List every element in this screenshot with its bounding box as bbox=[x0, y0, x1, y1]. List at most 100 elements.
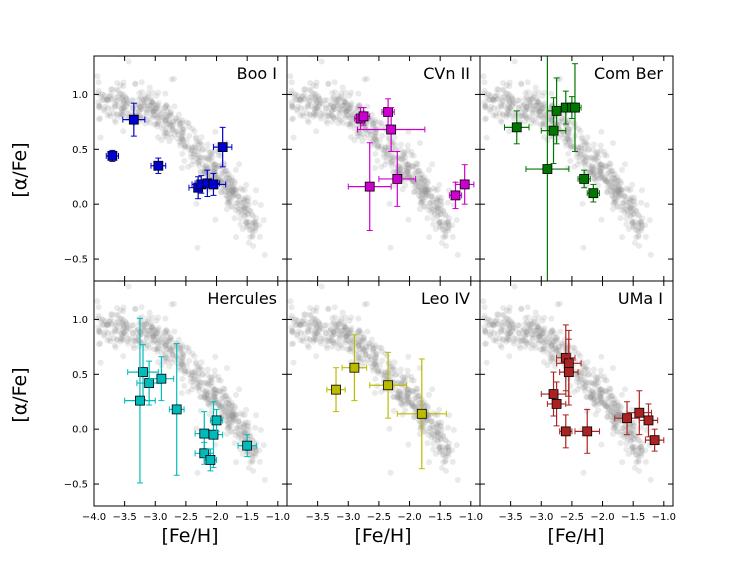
background-point bbox=[568, 143, 575, 150]
data-point bbox=[105, 149, 120, 162]
background-point bbox=[592, 411, 599, 418]
background-point bbox=[540, 340, 547, 347]
background-point bbox=[345, 338, 352, 345]
background-point bbox=[638, 449, 645, 456]
background-point bbox=[511, 110, 518, 117]
background-point bbox=[343, 99, 350, 106]
background-point bbox=[567, 144, 574, 151]
background-point bbox=[381, 150, 388, 157]
background-point bbox=[311, 320, 318, 327]
background-point bbox=[152, 105, 159, 112]
background-point bbox=[532, 344, 539, 351]
background-point bbox=[605, 393, 612, 400]
background-point bbox=[597, 166, 604, 173]
background-point bbox=[120, 308, 127, 315]
background-point bbox=[180, 350, 187, 357]
background-point bbox=[249, 233, 256, 240]
background-point bbox=[327, 326, 334, 333]
background-point bbox=[430, 440, 437, 447]
background-point bbox=[337, 107, 344, 114]
background-point bbox=[494, 320, 501, 327]
background-point bbox=[404, 163, 411, 170]
background-point bbox=[128, 97, 135, 104]
data-point bbox=[614, 401, 640, 436]
background-point bbox=[534, 337, 541, 344]
background-point bbox=[224, 179, 231, 186]
background-point bbox=[308, 226, 314, 232]
background-point bbox=[378, 143, 385, 150]
background-point bbox=[145, 327, 152, 334]
background-point bbox=[524, 96, 531, 103]
background-point bbox=[551, 342, 558, 349]
background-point bbox=[534, 322, 541, 329]
background-point bbox=[580, 363, 587, 370]
background-point bbox=[168, 359, 175, 366]
background-point bbox=[311, 96, 318, 103]
background-point bbox=[602, 178, 609, 185]
background-point bbox=[154, 101, 161, 108]
background-point bbox=[311, 321, 318, 328]
background-point bbox=[584, 394, 591, 401]
background-point bbox=[576, 375, 583, 382]
background-point bbox=[125, 58, 132, 65]
background-point bbox=[233, 428, 240, 435]
background-point bbox=[508, 318, 515, 325]
background-point bbox=[550, 338, 557, 345]
background-point bbox=[438, 201, 445, 208]
background-point bbox=[422, 402, 429, 409]
background-point bbox=[625, 226, 632, 233]
background-point bbox=[204, 141, 211, 148]
background-point bbox=[521, 107, 528, 114]
background-point bbox=[112, 328, 119, 335]
background-point bbox=[588, 379, 595, 386]
background-point bbox=[611, 199, 618, 206]
background-point bbox=[131, 345, 138, 352]
background-point bbox=[483, 134, 490, 141]
background-point bbox=[414, 161, 421, 168]
background-point bbox=[224, 193, 231, 200]
background-point bbox=[192, 134, 199, 141]
background-point bbox=[178, 165, 185, 172]
background-point bbox=[627, 198, 634, 205]
background-point bbox=[256, 233, 263, 240]
background-point bbox=[348, 334, 355, 341]
background-point bbox=[316, 97, 323, 104]
background-point bbox=[240, 195, 247, 202]
background-point bbox=[409, 403, 416, 410]
background-point bbox=[487, 108, 494, 115]
background-point bbox=[195, 162, 202, 169]
background-point bbox=[397, 156, 404, 163]
background-point bbox=[596, 386, 603, 393]
background-point bbox=[162, 329, 169, 336]
background-point bbox=[575, 372, 582, 379]
background-point bbox=[590, 396, 597, 403]
background-point bbox=[312, 336, 319, 343]
background-point bbox=[642, 233, 649, 240]
background-point bbox=[494, 330, 501, 337]
background-point bbox=[593, 392, 600, 399]
background-point bbox=[433, 424, 440, 431]
background-point bbox=[595, 182, 602, 189]
background-point bbox=[107, 338, 114, 345]
background-point bbox=[535, 99, 542, 106]
background-point bbox=[347, 348, 354, 355]
background-point bbox=[257, 426, 264, 433]
background-point bbox=[618, 166, 625, 173]
background-point bbox=[312, 111, 319, 118]
background-point bbox=[249, 457, 256, 464]
background-point bbox=[237, 215, 244, 222]
background-point bbox=[500, 337, 507, 344]
background-point bbox=[178, 140, 185, 147]
background-point bbox=[428, 434, 435, 441]
background-point bbox=[603, 388, 610, 395]
background-point bbox=[592, 157, 599, 164]
background-point bbox=[599, 172, 606, 179]
background-point bbox=[129, 330, 136, 337]
background-point bbox=[312, 319, 319, 326]
background-point bbox=[629, 224, 636, 231]
background-point bbox=[445, 227, 452, 234]
background-point bbox=[150, 324, 157, 331]
background-point bbox=[313, 91, 320, 98]
background-point bbox=[552, 356, 559, 363]
